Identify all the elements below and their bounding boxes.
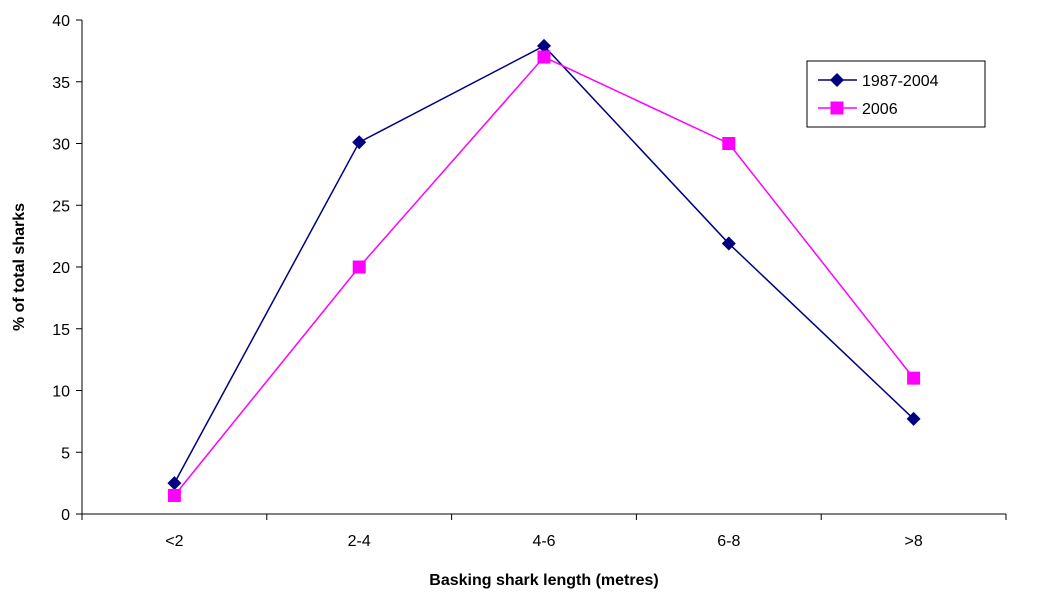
series-layer [167, 38, 921, 502]
y-tick-label: 20 [52, 260, 70, 277]
legend: 1987-2004 2006 [806, 60, 986, 128]
legend-label: 2006 [862, 101, 898, 118]
legend-marker [830, 101, 844, 115]
data-point [352, 135, 367, 150]
y-axis-title: % of total sharks [11, 203, 28, 331]
x-tick-label: 2-4 [348, 533, 371, 550]
x-tick-label: >8 [904, 533, 922, 550]
y-tick-label: 5 [61, 445, 70, 462]
data-point [722, 137, 736, 150]
series-2006 [167, 50, 921, 502]
data-point [907, 371, 921, 385]
legend-marker [830, 73, 844, 87]
y-tick-label: 10 [52, 384, 70, 401]
data-point [167, 488, 181, 502]
y-tick-label: 35 [52, 75, 70, 92]
y-tick-label: 40 [52, 13, 70, 30]
legend-box [806, 60, 986, 128]
y-tick-label: 30 [52, 137, 70, 154]
data-point [352, 260, 366, 274]
data-point [906, 411, 921, 426]
y-tick-label: 15 [52, 322, 70, 339]
data-point [537, 38, 551, 53]
x-tick-label: 4-6 [532, 533, 555, 550]
x-ticks: <2 2-4 4-6 6-8 >8 [81, 514, 1007, 550]
data-point [167, 476, 182, 491]
series-line [173, 56, 915, 496]
x-tick-label: <2 [165, 533, 183, 550]
data-point [721, 236, 736, 251]
y-tick-label: 0 [61, 507, 70, 524]
legend-label: 1987-2004 [862, 73, 939, 90]
series-1987-2004 [167, 38, 921, 491]
x-axis-title: Basking shark length (metres) [429, 572, 658, 589]
y-ticks: 0 5 10 15 20 25 30 35 40 [52, 13, 82, 524]
y-tick-label: 25 [52, 198, 70, 215]
data-point [537, 50, 551, 64]
x-tick-label: 6-8 [717, 533, 740, 550]
series-line [173, 45, 915, 484]
